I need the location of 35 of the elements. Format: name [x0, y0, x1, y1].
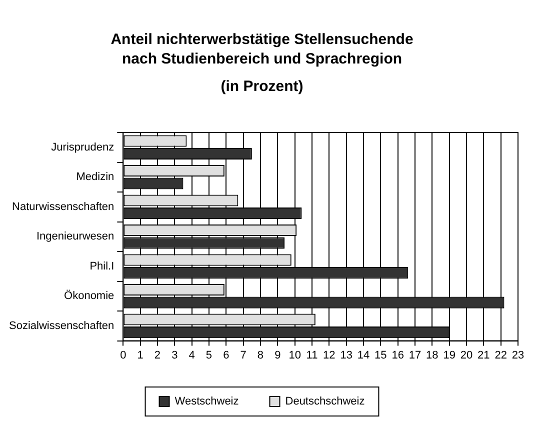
x-tick-label: 4 — [188, 349, 195, 362]
legend-label: Westschweiz — [174, 396, 239, 408]
x-tick-label: 23 — [512, 349, 524, 362]
y-tick-label: Phil.I — [90, 260, 114, 272]
x-tick-label: 3 — [172, 349, 178, 362]
x-tick-label: 8 — [257, 349, 264, 362]
x-tick-label: 12 — [323, 349, 336, 362]
chart-subtitle: (in Prozent) — [220, 78, 304, 95]
x-tick-label: 18 — [426, 349, 438, 362]
y-tick-label: Ökonomie — [64, 289, 114, 302]
x-tick-label: 2 — [154, 349, 161, 362]
x-tick-label: 20 — [460, 349, 473, 362]
legend-label: Deutschschweiz — [285, 396, 365, 408]
x-tick-label: 11 — [306, 349, 318, 362]
x-tick-label: 15 — [374, 349, 387, 362]
x-tick-label: 17 — [408, 349, 422, 362]
x-tick-label: 19 — [443, 349, 456, 362]
x-tick-label: 10 — [288, 349, 301, 362]
y-tick-label: Ingenieurwesen — [36, 230, 114, 243]
y-tick-label: Naturwissenschaften — [12, 200, 114, 213]
y-tick-label: Sozialwissenschaften — [8, 320, 114, 332]
x-tick-label: 13 — [340, 349, 352, 362]
y-tick-label: Jurisprudenz — [51, 141, 114, 154]
x-tick-label: 22 — [494, 349, 507, 362]
y-tick-label: Medizin — [76, 171, 114, 184]
chart-title: Anteil nichterwerbstätige Stellensuchende nach Studienbereich und Sprachregion — [110, 30, 414, 68]
x-tick-label: 16 — [392, 349, 404, 362]
x-tick-label: 21 — [478, 349, 490, 362]
x-tick-label: 7 — [240, 349, 246, 362]
x-tick-label: 9 — [274, 349, 281, 362]
x-tick-label: 6 — [223, 349, 230, 362]
x-tick-label: 14 — [357, 349, 370, 362]
x-tick-label: 5 — [206, 349, 212, 362]
x-tick-label: 1 — [137, 349, 144, 362]
x-tick-label: 0 — [120, 349, 126, 362]
